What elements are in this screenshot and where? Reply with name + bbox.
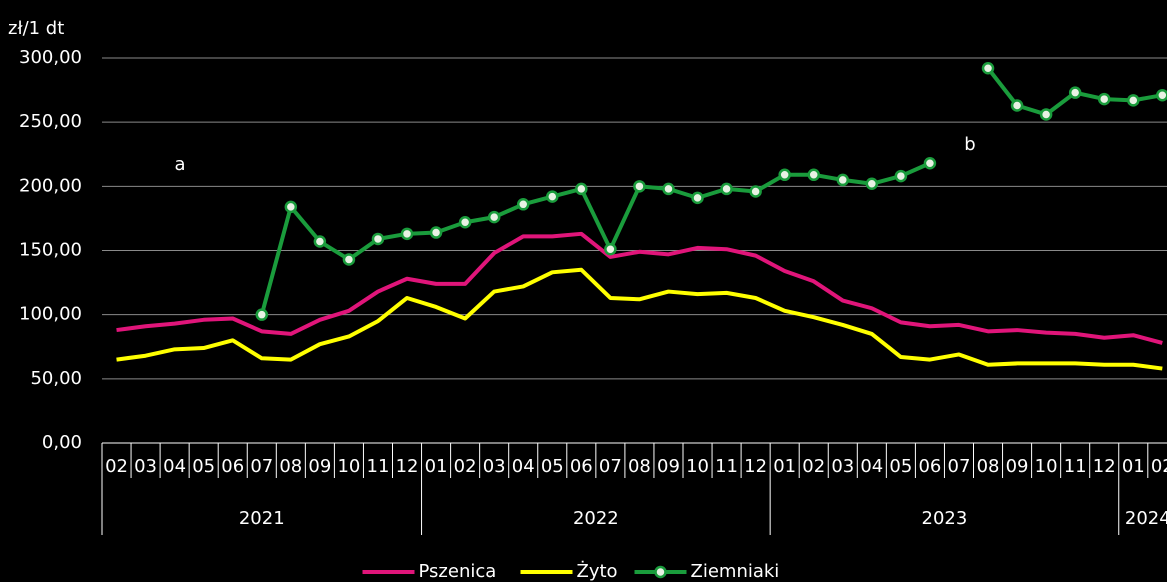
y-tick-label: 150,00 [19,240,82,261]
point [981,62,995,75]
x-tick-label: 03 [483,456,506,477]
point [255,308,269,321]
x-tick-label: 09 [1006,456,1029,477]
point [1010,99,1024,112]
x-tick-label: 07 [250,456,273,477]
legend-label: Pszenica [419,561,497,582]
x-tick-label: 12 [744,456,767,477]
x-tick-label: 06 [221,456,244,477]
year-label: 2022 [573,508,619,529]
x-tick-label: 07 [599,456,622,477]
point [807,168,820,182]
legend-marker [654,565,667,579]
x-tick-label: 11 [715,456,738,477]
x-tick-label: 05 [541,456,564,477]
point [1068,86,1082,99]
x-tick-label: 05 [192,456,215,477]
series-line [116,267,1163,371]
x-tick-label: 10 [1035,456,1058,477]
x-tick-label: 11 [1064,456,1087,477]
legend-label: Żyto [577,561,618,582]
x-tick-label: 04 [860,456,883,477]
point [633,180,646,193]
year-label: 2024 [1125,508,1167,529]
legend-label: Ziemniaki [691,561,780,582]
point [1097,92,1111,106]
point [575,182,588,196]
x-tick-label: 03 [134,456,157,477]
point [458,216,472,229]
x-tick-label: 01 [425,456,448,477]
x-tick-label: 02 [454,456,477,477]
y-tick-label: 300,00 [19,47,82,68]
point [691,191,704,205]
point [604,242,617,256]
point [778,168,791,182]
y-tick-label: 200,00 [19,175,82,196]
x-tick-label: 06 [918,456,941,477]
series-line [116,231,1163,345]
point [836,173,850,187]
x-tick-label: 08 [628,456,651,477]
x-tick-label: 02 [105,456,128,477]
x-tick-label: 08 [977,456,1000,477]
x-tick-label: 10 [337,456,360,477]
x-tick-label: 07 [948,456,971,477]
x-tick-label: 06 [570,456,593,477]
point [546,190,559,203]
point [284,200,298,214]
y-tick-label: 250,00 [19,111,82,132]
year-label: 2023 [922,508,968,529]
x-tick-label: 02 [802,456,825,477]
x-tick-label: 10 [686,456,709,477]
x-tick-label: 12 [396,456,419,477]
point [923,156,937,170]
point [894,169,908,183]
point [1127,94,1140,107]
y-axis-label: zł/1 dt [8,18,64,39]
point [371,232,385,246]
point [342,253,356,266]
point [516,198,530,211]
point [1156,88,1167,102]
x-tick-label: 05 [889,456,912,477]
x-tick-label: 02 [1151,456,1167,477]
point [429,226,443,239]
series-line [259,67,1163,316]
point [313,235,327,248]
y-tick-label: 50,00 [30,368,82,389]
annotation: a [174,154,185,175]
point [720,182,733,196]
point [662,182,675,196]
x-tick-label: 09 [308,456,331,477]
x-tick-label: 04 [163,456,186,477]
point [487,210,501,224]
point [1039,108,1053,121]
y-tick-label: 0,00 [42,432,82,453]
point [400,227,414,241]
x-tick-label: 11 [367,456,390,477]
x-tick-label: 09 [657,456,680,477]
x-tick-label: 01 [773,456,796,477]
year-label: 2021 [239,508,285,529]
x-tick-label: 03 [831,456,854,477]
x-tick-label: 01 [1122,456,1145,477]
annotation: b [964,134,975,155]
y-tick-label: 100,00 [19,304,82,325]
x-tick-label: 08 [279,456,302,477]
x-tick-label: 12 [1093,456,1116,477]
x-tick-label: 04 [512,456,535,477]
point [865,177,879,191]
point [749,185,762,198]
